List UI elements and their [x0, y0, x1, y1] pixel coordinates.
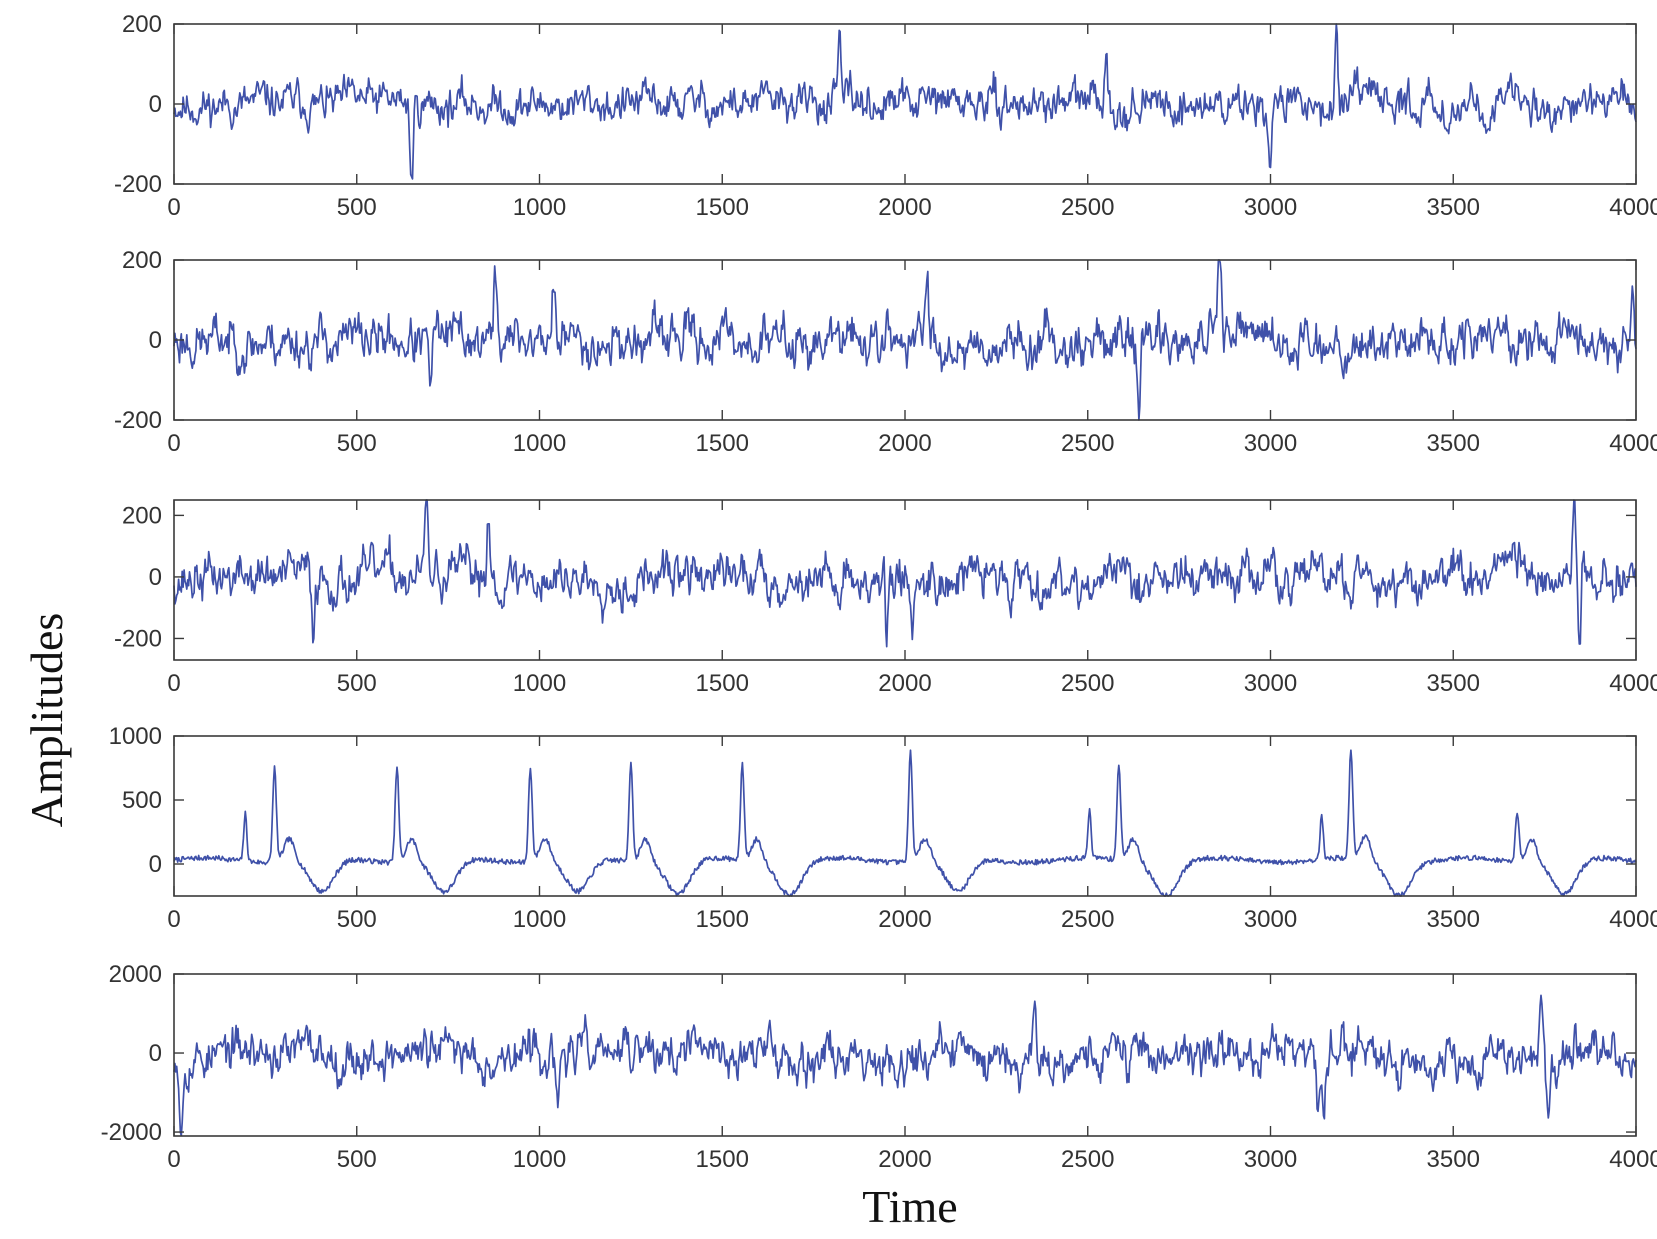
x-axis-label: Time	[862, 1181, 957, 1232]
y-tick-label: 0	[149, 327, 162, 354]
x-tick-label: 1000	[513, 430, 566, 457]
subplot-4: 0 500 1000 1500 2000 2500 3000 3500 4000 0 500 1000	[109, 723, 1657, 933]
x-tick-label: 2000	[878, 194, 931, 221]
x-tick-label: 500	[337, 430, 377, 457]
x-tick-label: 4000	[1609, 670, 1657, 697]
y-tick-label: -2000	[101, 1119, 162, 1146]
x-tick-label: 2500	[1061, 906, 1114, 933]
y-tick-label: 200	[122, 502, 162, 529]
x-tick-label: 1500	[696, 430, 749, 457]
series-line-1	[173, 23, 1637, 180]
x-tick-label: 1500	[696, 194, 749, 221]
x-tick-label: 3500	[1427, 430, 1480, 457]
x-tick-label: 4000	[1609, 430, 1657, 457]
x-tick-label: 3500	[1427, 670, 1480, 697]
subplot-5: 0 500 1000 1500 2000 2500 3000 3500 4000-2000020…	[101, 961, 1657, 1173]
x-tick-label: 3000	[1244, 1146, 1297, 1173]
x-tick-label: 0	[167, 670, 180, 697]
plot-frame	[173, 23, 1637, 185]
x-tick-label: 1000	[513, 194, 566, 221]
y-tick-label: 1000	[109, 723, 162, 750]
x-tick-label: 0	[167, 1146, 180, 1173]
x-tick-label: 500	[337, 670, 377, 697]
x-tick-label: 3500	[1427, 194, 1480, 221]
x-tick-label: 3500	[1427, 1146, 1480, 1173]
x-tick-label: 3000	[1244, 670, 1297, 697]
x-tick-label: 1500	[696, 906, 749, 933]
x-tick-label: 2000	[878, 906, 931, 933]
x-tick-label: 2500	[1061, 1146, 1114, 1173]
y-tick-label: 200	[122, 11, 162, 38]
y-tick-label: -200	[114, 625, 162, 652]
x-tick-label: 500	[337, 1146, 377, 1173]
x-tick-label: 0	[167, 906, 180, 933]
x-tick-label: 1000	[513, 906, 566, 933]
y-axis-label: Amplitudes	[21, 613, 72, 828]
x-tick-label: 0	[167, 430, 180, 457]
x-tick-label: 3500	[1427, 906, 1480, 933]
x-tick-label: 1000	[513, 1146, 566, 1173]
x-tick-label: 1000	[513, 670, 566, 697]
y-tick-label: 0	[149, 1040, 162, 1067]
x-tick-label: 4000	[1609, 906, 1657, 933]
y-tick-label: 2000	[109, 961, 162, 988]
series-line-3	[173, 499, 1637, 648]
y-tick-label: 0	[149, 564, 162, 591]
y-tick-label: 200	[122, 247, 162, 274]
y-tick-label: -200	[114, 407, 162, 434]
x-tick-label: 3000	[1244, 194, 1297, 221]
x-tick-label: 4000	[1609, 1146, 1657, 1173]
x-tick-label: 2500	[1061, 194, 1114, 221]
x-tick-label: 3000	[1244, 430, 1297, 457]
series-line-2	[173, 259, 1637, 421]
y-tick-label: 0	[149, 851, 162, 878]
x-tick-label: 2500	[1061, 430, 1114, 457]
x-tick-label: 2500	[1061, 670, 1114, 697]
series-line-4	[173, 749, 1637, 897]
y-tick-label: -200	[114, 171, 162, 198]
x-tick-label: 0	[167, 194, 180, 221]
x-tick-label: 1500	[696, 1146, 749, 1173]
x-tick-label: 1500	[696, 670, 749, 697]
series-line-5	[173, 994, 1637, 1137]
x-tick-label: 2000	[878, 670, 931, 697]
x-tick-label: 3000	[1244, 906, 1297, 933]
x-tick-label: 500	[337, 906, 377, 933]
subplots: 0 500 1000 1500 2000 2500 3000 3500 4000-2000200…	[101, 11, 1657, 1173]
y-tick-label: 0	[149, 91, 162, 118]
y-tick-label: 500	[122, 787, 162, 814]
x-tick-label: 2000	[878, 430, 931, 457]
x-tick-label: 2000	[878, 1146, 931, 1173]
x-tick-label: 500	[337, 194, 377, 221]
x-tick-label: 4000	[1609, 194, 1657, 221]
